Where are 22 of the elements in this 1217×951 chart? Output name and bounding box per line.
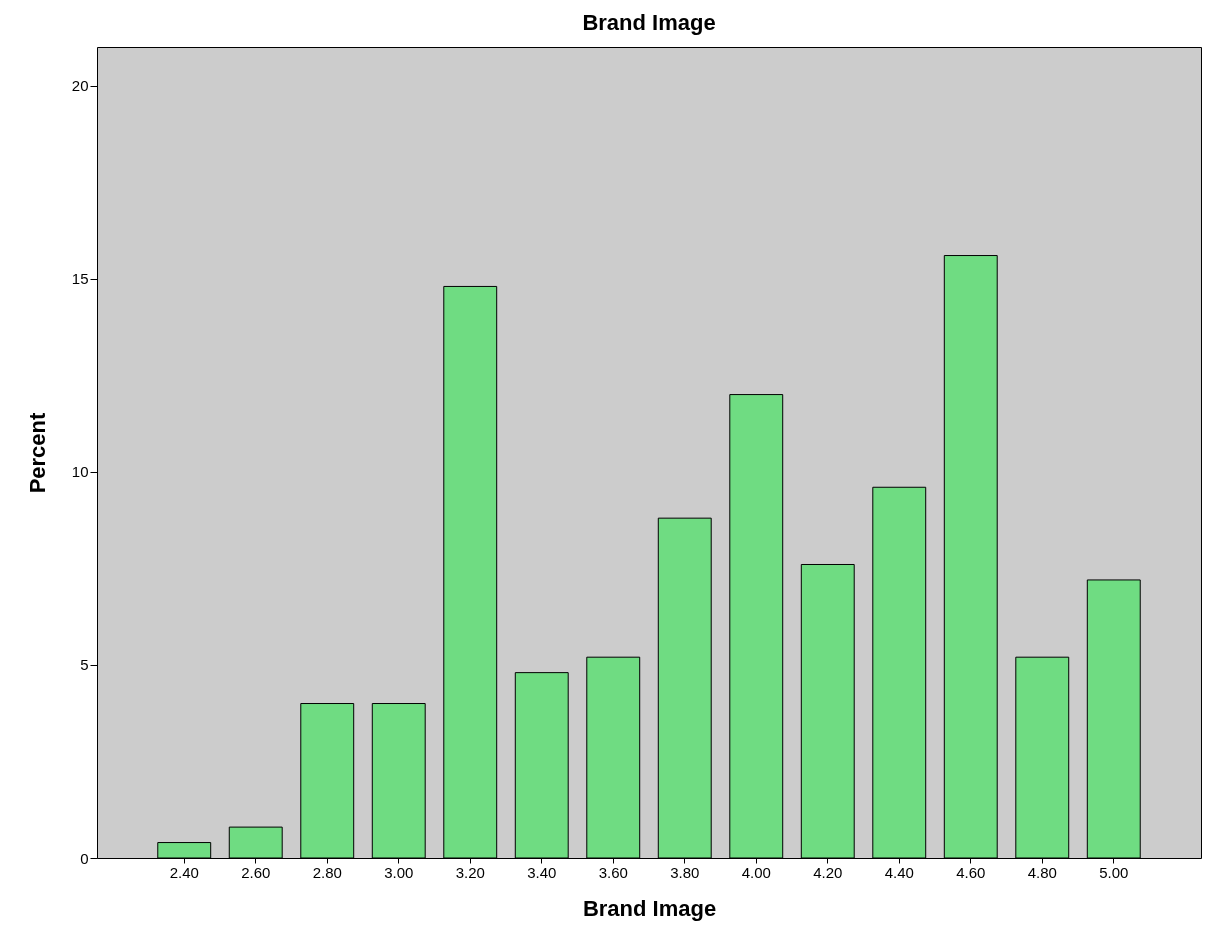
y-tick-label: 10 [71,463,89,481]
x-tick-label: 4.20 [813,863,843,881]
x-tick-label: 5.00 [1099,863,1129,881]
chart-title: Brand Image [582,10,716,35]
x-tick-label: 4.60 [956,863,986,881]
y-tick-label: 15 [71,270,89,288]
x-tick-label: 4.00 [741,863,771,881]
y-tick-label: 0 [80,849,89,867]
y-axis-title: Percent [24,411,50,494]
x-tick-label: 3.20 [455,863,485,881]
x-axis-title: Brand Image [582,895,717,921]
x-tick-label: 3.00 [384,863,414,881]
x-tick-label: 4.80 [1027,863,1057,881]
x-tick-label: 2.80 [312,863,342,881]
y-tick-label: 20 [71,77,89,95]
x-tick-label: 3.80 [670,863,700,881]
y-tick-label: 5 [80,656,89,674]
x-tick-label: 4.40 [884,863,914,881]
x-tick-label: 3.40 [527,863,557,881]
x-tick-label: 2.60 [241,863,271,881]
x-tick-label: 3.60 [598,863,628,881]
x-tick-label: 2.40 [169,863,199,881]
